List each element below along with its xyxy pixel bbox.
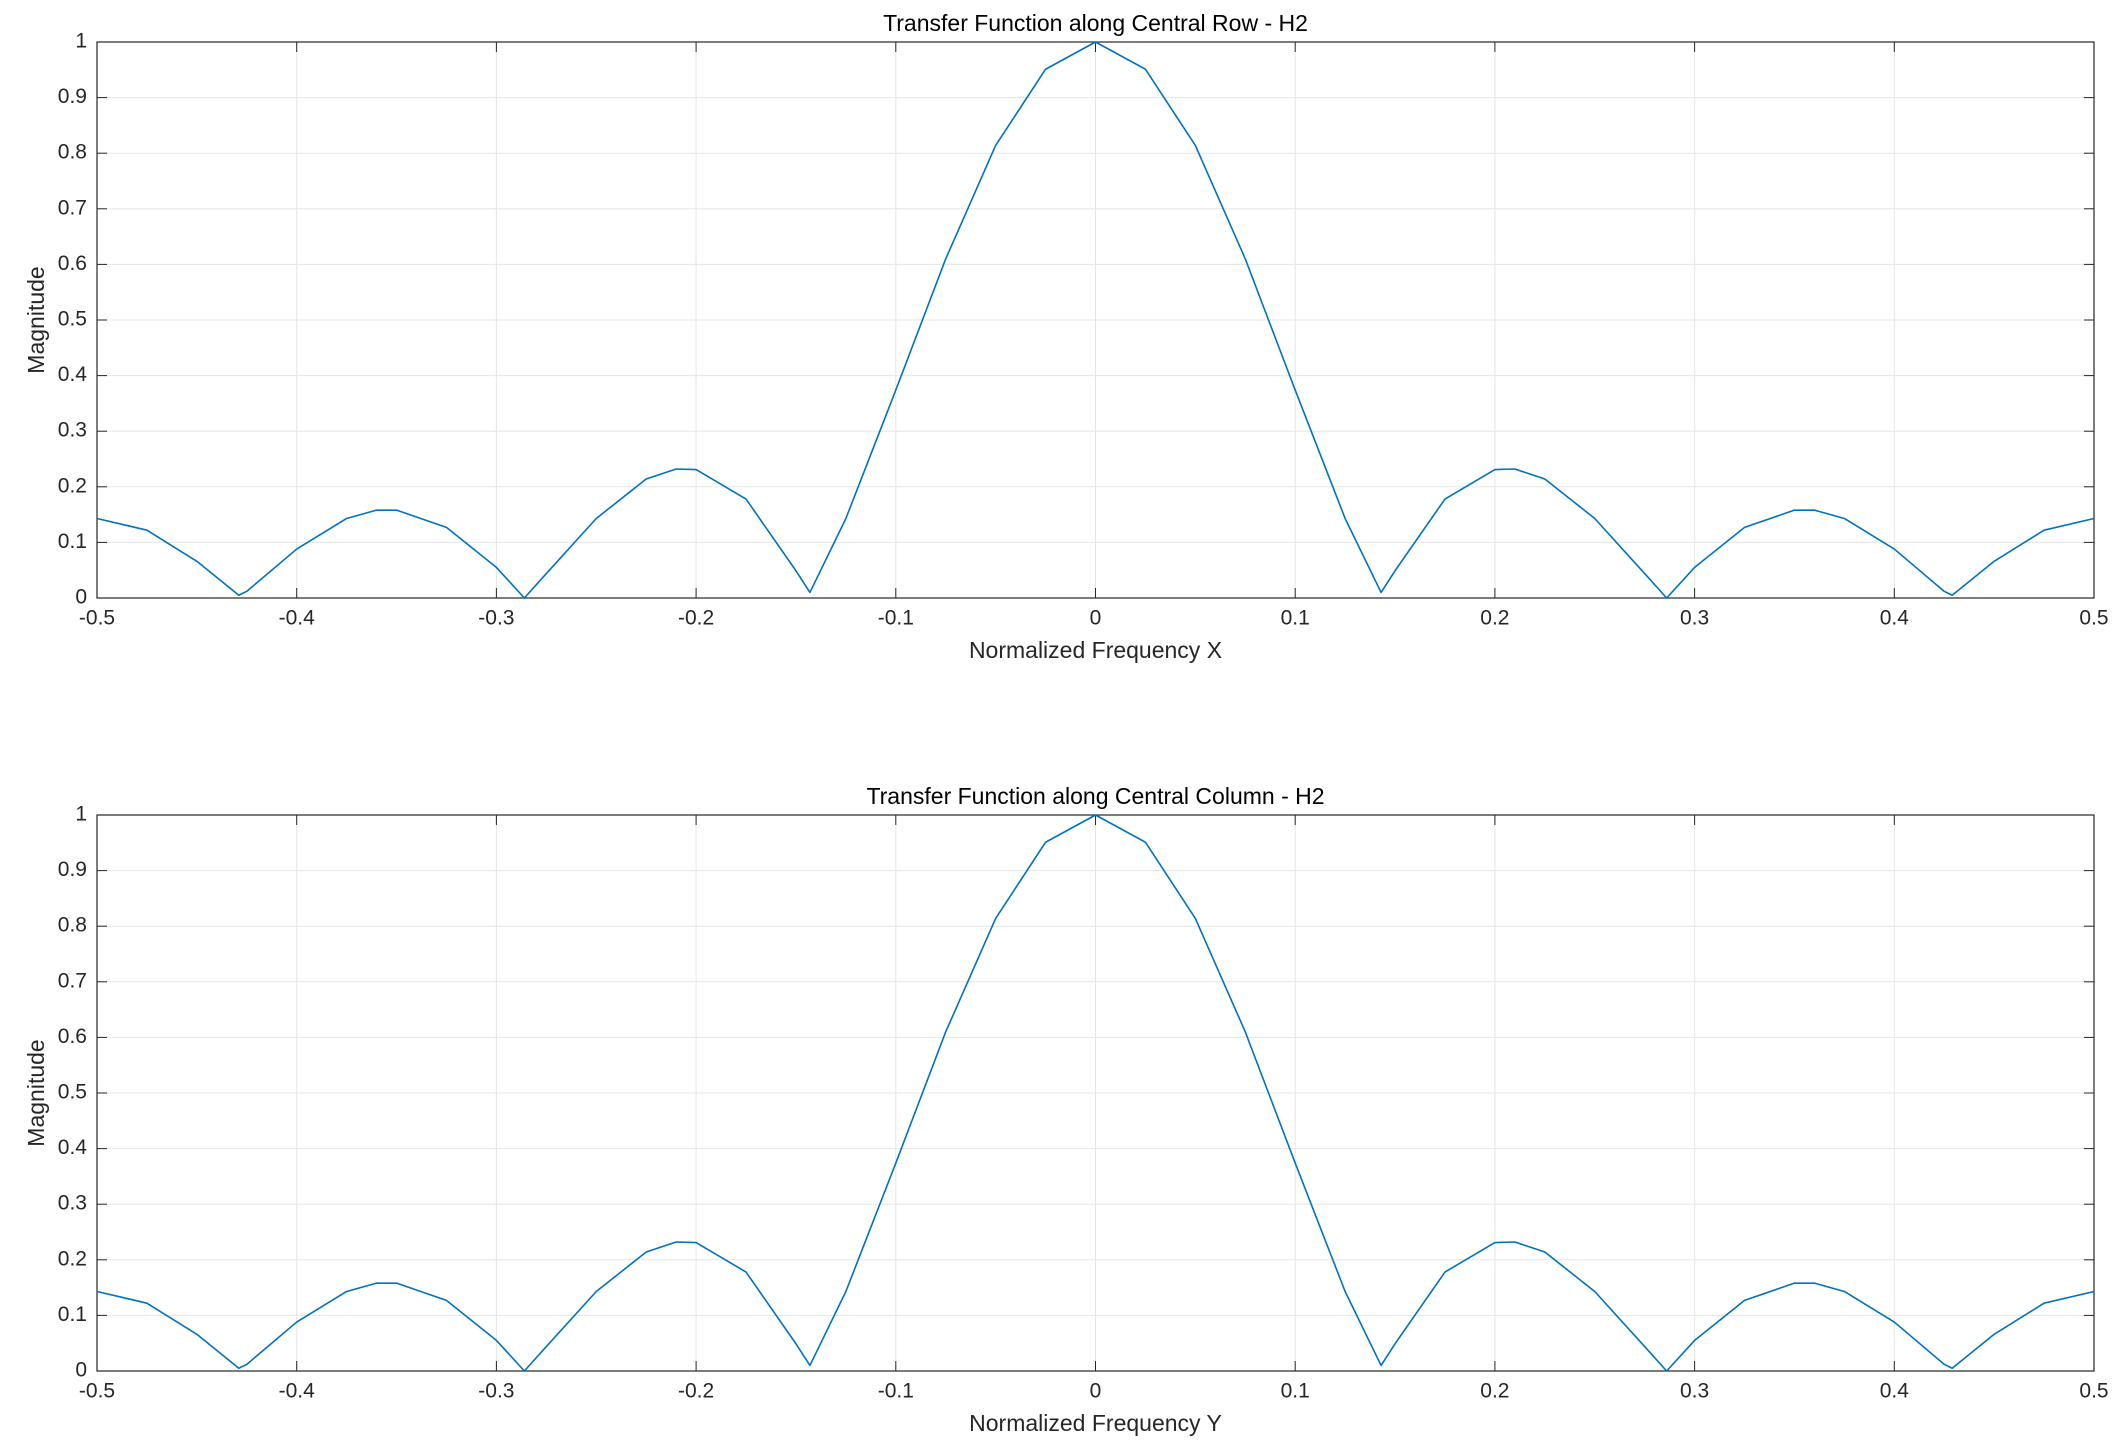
x-tick-label: -0.4 [279, 1380, 316, 1403]
y-tick-label: 0.6 [58, 1025, 87, 1048]
y-tick-label: 0.5 [58, 308, 87, 331]
y-tick-label: 0 [75, 1359, 87, 1382]
x-axis-label: Normalized Frequency Y [969, 1410, 1222, 1436]
y-tick-label: 0.9 [58, 85, 87, 108]
x-tick-label: -0.3 [478, 607, 514, 630]
y-axis-label: Magnitude [23, 266, 49, 373]
y-tick-label: 0.1 [58, 1303, 87, 1326]
x-tick-label: 0.5 [2079, 1380, 2108, 1403]
y-axis-label: Magnitude [23, 1039, 49, 1146]
x-tick-label: 0.3 [1680, 1380, 1709, 1403]
y-tick-label: 0.7 [58, 969, 87, 992]
y-tick-label: 0.7 [58, 196, 87, 219]
y-tick-label: 0.6 [58, 252, 87, 275]
x-tick-label: 0 [1090, 1380, 1102, 1403]
data-line [96, 814, 2095, 1372]
x-tick-label: -0.5 [79, 607, 115, 630]
y-tick-label: 0.5 [58, 1081, 87, 1104]
chart-title: Transfer Function along Central Row - H2 [883, 10, 1308, 36]
x-axis-label: Normalized Frequency X [969, 637, 1222, 663]
chart-title: Transfer Function along Central Column -… [866, 783, 1324, 809]
x-tick-label: 0.1 [1281, 1380, 1310, 1403]
y-tick-label: 0.4 [58, 1136, 88, 1159]
y-tick-label: 0.9 [58, 858, 87, 881]
x-tick-label: 0.5 [2079, 607, 2108, 630]
y-tick-label: 1 [75, 803, 87, 826]
x-tick-label: -0.2 [678, 607, 714, 630]
x-tick-label: -0.5 [79, 1380, 115, 1403]
y-tick-label: 0.3 [58, 419, 87, 442]
x-tick-label: -0.1 [878, 607, 914, 630]
x-tick-label: 0.4 [1880, 607, 1910, 630]
x-tick-label: 0.4 [1880, 1380, 1910, 1403]
x-tick-label: -0.3 [478, 1380, 514, 1403]
x-tick-label: 0.2 [1480, 1380, 1509, 1403]
x-tick-label: -0.2 [678, 1380, 714, 1403]
y-tick-label: 0.8 [58, 141, 87, 164]
y-tick-label: 0.2 [58, 1247, 87, 1270]
x-tick-label: 0 [1090, 607, 1102, 630]
y-tick-label: 0 [75, 586, 87, 609]
y-tick-label: 0.2 [58, 474, 87, 497]
y-tick-label: 0.4 [58, 363, 88, 386]
data-line [96, 41, 2095, 599]
x-tick-label: 0.3 [1680, 607, 1709, 630]
y-tick-label: 0.1 [58, 530, 87, 553]
y-tick-label: 0.3 [58, 1192, 87, 1215]
x-tick-label: 0.2 [1480, 607, 1509, 630]
x-tick-label: -0.4 [279, 607, 316, 630]
y-tick-label: 1 [75, 30, 87, 53]
x-tick-label: -0.1 [878, 1380, 914, 1403]
y-tick-label: 0.8 [58, 914, 87, 937]
x-tick-label: 0.1 [1281, 607, 1310, 630]
